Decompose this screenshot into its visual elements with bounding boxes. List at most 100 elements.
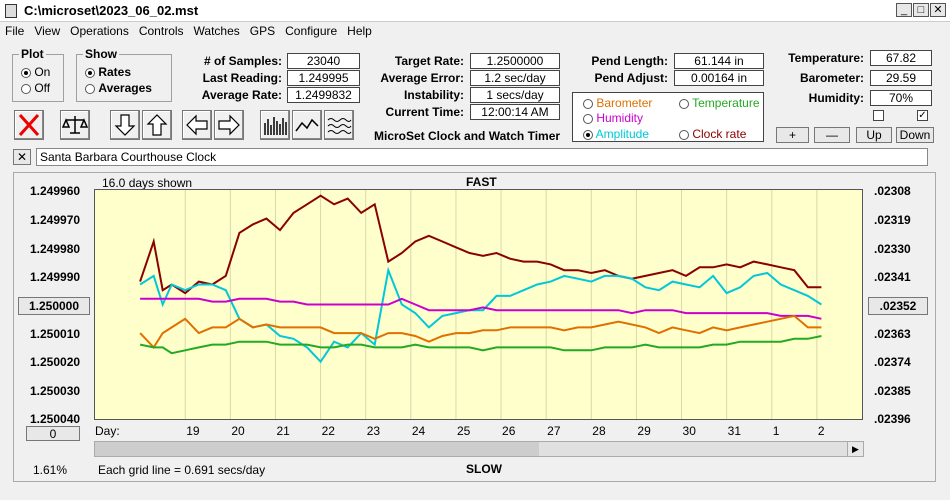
menu-gps[interactable]: GPS (249, 24, 276, 38)
series-line-1 (139, 266, 822, 364)
minus-button[interactable]: — (814, 127, 850, 143)
overlay-temperature-radio[interactable]: Temperature (679, 96, 760, 110)
y-tick-left-6: 1.250020 (30, 355, 81, 369)
menu-configure[interactable]: Configure (285, 24, 338, 38)
percent-readout: 1.61% (33, 463, 68, 477)
x-tick-label: 22 (321, 424, 335, 438)
x-tick-label: 27 (547, 424, 561, 438)
y-tick-right-5: .02363 (874, 327, 911, 341)
plot-group-label: Plot (19, 47, 46, 61)
menu-watches[interactable]: Watches (193, 24, 240, 38)
x-tick-label: 21 (276, 424, 290, 438)
target-rate-value[interactable]: 1.2500000 (470, 53, 560, 69)
current-time-label: Current Time: (385, 105, 464, 119)
y-tick-left-8: 1.250040 (30, 412, 81, 426)
overlay-barometer-radio[interactable]: Barometer (583, 96, 652, 110)
rate-chart (139, 190, 822, 419)
show-averages-radio[interactable]: Averages (85, 81, 152, 95)
plot-area[interactable] (94, 189, 863, 420)
pend-length-label: Pend Length: (591, 54, 668, 68)
days-shown: 16.0 days shown (102, 176, 193, 190)
menu-help[interactable]: Help (347, 24, 372, 38)
last-reading-label: Last Reading: (202, 71, 282, 85)
plus-button[interactable]: + (776, 127, 809, 143)
arrow-down-icon (114, 114, 136, 136)
show-group-label: Show (83, 47, 119, 61)
center-amplitude-button[interactable]: .02352 (868, 297, 928, 315)
plot-off-radio[interactable]: Off (21, 81, 50, 95)
menu-view[interactable]: View (34, 24, 61, 38)
show-group: Show Rates Averages (76, 47, 172, 102)
menu-controls[interactable]: Controls (138, 24, 184, 38)
y-tick-right-7: .02385 (874, 384, 911, 398)
y-tick-right-6: .02374 (874, 355, 911, 369)
plot-on-radio[interactable]: On (21, 65, 50, 79)
overlay-humidity-radio[interactable]: Humidity (583, 111, 643, 125)
temperature-value: 67.82 (870, 50, 932, 66)
horizontal-scrollbar[interactable]: ▶ (94, 441, 864, 457)
balance-button[interactable] (60, 110, 90, 140)
env-checkbox-2[interactable]: ✓ (917, 110, 928, 121)
average-error-label: Average Error: (380, 71, 464, 85)
overlay-amplitude-radio[interactable]: Amplitude (583, 127, 649, 141)
maximize-button[interactable]: □ (913, 3, 929, 17)
center-rate-button[interactable]: 1.250000 (18, 297, 90, 315)
arrow-right-icon (218, 114, 240, 136)
current-time-value: 12:00:14 AM (470, 104, 560, 120)
menu-file[interactable]: File (5, 24, 25, 38)
pend-adjust-label: Pend Adjust: (594, 71, 668, 85)
zero-button[interactable]: 0 (26, 426, 80, 441)
overlay-options: Barometer Temperature Humidity Amplitude… (572, 92, 764, 142)
y-tick-right-8: .02396 (874, 412, 911, 426)
x-tick-label: 25 (456, 424, 471, 438)
scroll-right-arrow-icon[interactable]: ▶ (847, 442, 863, 456)
x-tick-label: 20 (231, 424, 245, 438)
description-field[interactable]: Santa Barbara Courthouse Clock (36, 148, 928, 166)
histogram-button[interactable] (260, 110, 290, 140)
minimize-button[interactable]: _ (896, 3, 912, 17)
y-tick-right-0: .02308 (874, 184, 911, 198)
x-tick-label: 26 (502, 424, 516, 438)
down-arrow-button[interactable] (110, 110, 140, 140)
down-button[interactable]: Down (896, 127, 934, 143)
y-tick-right-2: .02330 (874, 242, 911, 256)
humidity-value: 70% (870, 90, 932, 106)
app-icon (5, 4, 17, 18)
up-button[interactable]: Up (856, 127, 892, 143)
barometer-label: Barometer: (799, 71, 864, 85)
last-reading-value: 1.249995 (287, 70, 360, 86)
x-tick-label: 30 (682, 424, 696, 438)
average-rate-value: 1.2499832 (287, 87, 360, 103)
x-tick-label: 29 (637, 424, 651, 438)
instability-label: Instability: (403, 88, 464, 102)
y-tick-left-0: 1.249960 (30, 184, 81, 198)
samples-label: # of Samples: (203, 54, 282, 68)
overlay-clock-rate-radio[interactable]: Clock rate (679, 127, 746, 141)
series-line-3 (139, 314, 822, 350)
slow-label: SLOW (466, 462, 502, 476)
up-arrow-button[interactable] (142, 110, 172, 140)
x-tick-label: 23 (366, 424, 381, 438)
y-tick-left-3: 1.249990 (30, 270, 81, 284)
average-rate-label: Average Rate: (201, 88, 282, 102)
scrollbar-thumb[interactable] (95, 442, 539, 456)
plot-group: Plot On Off (12, 47, 64, 102)
show-rates-radio[interactable]: Rates (85, 65, 131, 79)
day-label: Day: (95, 424, 120, 438)
clear-description-button[interactable]: ✕ (13, 149, 31, 165)
barometer-value: 29.59 (870, 70, 932, 86)
stop-button[interactable] (14, 110, 44, 140)
close-window-button[interactable]: ✕ (930, 3, 946, 17)
left-arrow-button[interactable] (182, 110, 212, 140)
series-line-0 (139, 194, 822, 295)
line-graph-button[interactable] (292, 110, 322, 140)
pend-length-value: 61.144 in (674, 53, 764, 69)
env-checkbox-1[interactable] (873, 110, 884, 121)
menu-operations[interactable]: Operations (70, 24, 129, 38)
wave-graph-button[interactable] (324, 110, 354, 140)
right-arrow-button[interactable] (214, 110, 244, 140)
bar-graph-icon (264, 117, 287, 135)
y-tick-left-7: 1.250030 (30, 384, 81, 398)
instability-value: 1 secs/day (470, 87, 560, 103)
red-x-icon (18, 113, 40, 137)
